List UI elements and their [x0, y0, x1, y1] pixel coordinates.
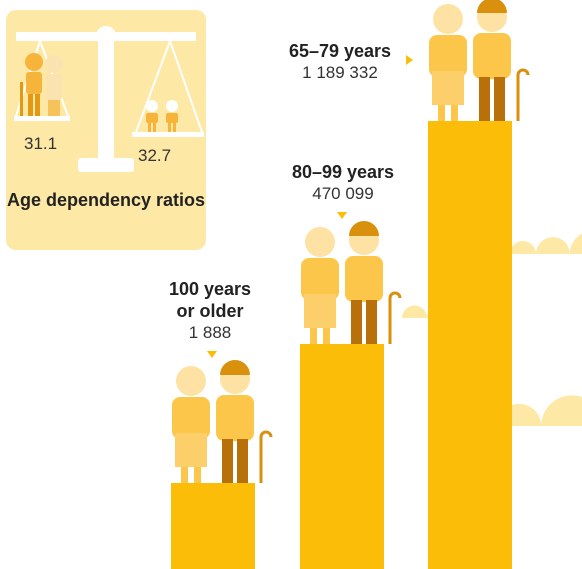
value-label: 1 888: [188, 323, 232, 342]
elderly-couple-icon: [429, 0, 530, 121]
dependency-ratio-left: 31.1: [24, 134, 58, 153]
pointer-triangle-icon: [337, 212, 347, 219]
dependency-ratio-right: 32.7: [138, 146, 172, 165]
pointer-triangle-icon: [207, 351, 217, 358]
value-label: 1 189 332: [302, 63, 378, 82]
bar-label-80-99: 80–99 years 470 099: [268, 161, 418, 205]
bars-layer: [171, 121, 512, 569]
balance-scale-icon: [14, 26, 204, 172]
elderly-couple-icon: [301, 221, 402, 344]
markers-layer: [207, 55, 413, 358]
category-label-line: 65–79 years: [288, 41, 392, 61]
cloud-icon: [510, 233, 582, 254]
category-label-line: 80–99 years: [291, 162, 395, 182]
bar-1: [300, 344, 384, 569]
bar-0: [171, 483, 255, 569]
category-label-line: or older: [176, 301, 244, 321]
bar-label-100-plus: 100 years or older 1 888: [150, 278, 270, 344]
pointer-triangle-icon: [406, 55, 413, 65]
value-label: 470 099: [312, 184, 374, 203]
elderly-couple-icon: [172, 360, 273, 483]
age-dependency-panel: 31.1 32.7: [6, 10, 206, 250]
children-icon: [146, 100, 178, 132]
panel-title: Age dependency ratios: [6, 190, 206, 210]
elderly-couple-icon: [20, 53, 63, 116]
bar-2: [428, 121, 512, 569]
people-layer: [172, 0, 530, 483]
bar-label-65-79: 65–79 years 1 189 332: [265, 40, 415, 84]
category-label-line: 100 years: [168, 279, 252, 299]
